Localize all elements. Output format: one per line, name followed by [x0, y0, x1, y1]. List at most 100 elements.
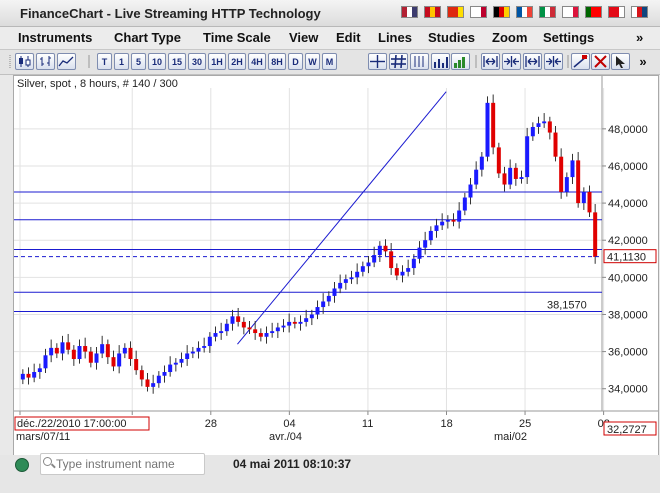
- menu-more-icon[interactable]: »: [636, 30, 644, 45]
- menu-instruments[interactable]: Instruments: [18, 30, 93, 45]
- candlestick-type-button[interactable]: [15, 53, 34, 70]
- volume-button[interactable]: [431, 53, 450, 70]
- candle-body: [338, 282, 343, 289]
- grid-button[interactable]: [389, 53, 408, 70]
- menu-settings[interactable]: Settings: [543, 30, 595, 45]
- menu-view[interactable]: View: [289, 30, 319, 45]
- interval-button-t[interactable]: T: [97, 53, 112, 70]
- candle-body: [343, 279, 348, 283]
- crosshair-button[interactable]: [368, 53, 387, 70]
- cz-flag-icon[interactable]: [631, 6, 648, 18]
- interval-button-30[interactable]: 30: [188, 53, 206, 70]
- candle-body: [440, 221, 445, 226]
- candle-body: [451, 219, 456, 222]
- tr-flag-icon[interactable]: [608, 6, 625, 18]
- interval-button-2h[interactable]: 2H: [228, 53, 246, 70]
- delete-lines-button[interactable]: [591, 53, 610, 70]
- menu-edit[interactable]: Edit: [336, 30, 361, 45]
- interval-button-15[interactable]: 15: [168, 53, 186, 70]
- menu-zoom[interactable]: Zoom: [492, 30, 528, 45]
- pointer-button[interactable]: [611, 53, 630, 70]
- candle-body: [128, 347, 133, 360]
- us-flag-icon[interactable]: [401, 6, 418, 18]
- interval-button-w[interactable]: W: [305, 53, 320, 70]
- candle-body: [43, 355, 48, 369]
- it-flag-icon[interactable]: [539, 6, 556, 18]
- candle-body: [190, 351, 195, 354]
- candle-body: [230, 316, 235, 324]
- es-flag-icon[interactable]: [424, 6, 441, 18]
- zoom-out-y-button[interactable]: [544, 53, 563, 70]
- menu-chart-type[interactable]: Chart Type: [114, 30, 181, 45]
- arrows-expand-icon: [483, 56, 498, 67]
- interval-button-5[interactable]: 5: [131, 53, 146, 70]
- candle-body: [37, 368, 42, 373]
- bar-type-button[interactable]: [36, 53, 55, 70]
- jp-flag-icon[interactable]: [470, 6, 487, 18]
- y-tick-label: 36,0000: [608, 347, 648, 359]
- candle-body: [468, 184, 473, 198]
- chart-area[interactable]: Silver, spot , 8 hours, # 140 / 300 mars/…: [13, 75, 659, 457]
- candle-body: [400, 271, 405, 276]
- title-bar: FinanceChart - Live Streaming HTTP Techn…: [0, 0, 660, 27]
- cn-flag-icon[interactable]: [447, 6, 464, 18]
- candle-body: [207, 336, 212, 347]
- trend-line-drawing[interactable]: [237, 91, 447, 345]
- interval-button-4h[interactable]: 4H: [248, 53, 266, 70]
- candle-body: [428, 230, 433, 241]
- interval-button-8h[interactable]: 8H: [268, 53, 286, 70]
- de-flag-icon[interactable]: [493, 6, 510, 18]
- cursor-date-box: [14, 416, 150, 431]
- candle-body: [366, 262, 371, 267]
- menu-lines[interactable]: Lines: [378, 30, 412, 45]
- candle-body: [94, 353, 99, 363]
- zoom-in-y-button[interactable]: [523, 53, 542, 70]
- interval-button-10[interactable]: 10: [148, 53, 166, 70]
- candle-body: [542, 121, 547, 124]
- candle-body: [411, 258, 416, 269]
- search-input[interactable]: [54, 455, 204, 473]
- pt-flag-icon[interactable]: [585, 6, 602, 18]
- candle-body: [553, 132, 558, 157]
- instrument-search-field[interactable]: [40, 453, 205, 475]
- pointer-icon: [616, 56, 625, 68]
- line-type-button[interactable]: [57, 53, 76, 70]
- candle-body: [530, 126, 535, 137]
- candle-body: [151, 383, 156, 387]
- interval-button-1h[interactable]: 1H: [208, 53, 226, 70]
- interval-button-d[interactable]: D: [288, 53, 303, 70]
- vertical-lines-icon: [414, 56, 424, 67]
- menu-studies[interactable]: Studies: [428, 30, 475, 45]
- menu-time-scale[interactable]: Time Scale: [203, 30, 271, 45]
- candle-body: [122, 347, 127, 354]
- x-month-label: avr./04: [269, 431, 302, 443]
- toolbar-separator: [566, 53, 570, 70]
- x-tick-label: 25: [519, 418, 531, 430]
- draw-line-button[interactable]: [571, 53, 590, 70]
- toolbar-more-icon[interactable]: »: [639, 54, 647, 69]
- candle-body: [287, 321, 292, 326]
- x-tick-label: 28: [205, 418, 217, 430]
- studies-button[interactable]: [451, 53, 470, 70]
- interval-button-m[interactable]: M: [322, 53, 337, 70]
- bar-study-icon: [454, 57, 465, 68]
- zoom-out-x-button[interactable]: [502, 53, 521, 70]
- candle-body: [462, 197, 467, 211]
- zoom-in-x-button[interactable]: [481, 53, 500, 70]
- tool-bar: T 1 5 10 15 30 1H 2H 4H 8H D W M: [0, 50, 660, 75]
- candle-body: [100, 344, 105, 354]
- current-price-label: 41,1130: [607, 252, 646, 264]
- auto-scale-button[interactable]: [410, 53, 429, 70]
- candle-body: [247, 327, 252, 330]
- candlestick-icon: [19, 56, 31, 67]
- fr-flag-icon[interactable]: [516, 6, 533, 18]
- interval-button-1[interactable]: 1: [114, 53, 129, 70]
- candle-body: [587, 191, 592, 213]
- candle-body: [406, 268, 411, 272]
- language-flags: [401, 6, 648, 18]
- pl-flag-icon[interactable]: [562, 6, 579, 18]
- candle-body: [508, 167, 513, 185]
- candle-body: [474, 169, 479, 185]
- price-chart[interactable]: Silver, spot , 8 hours, # 140 / 300 mars/…: [14, 76, 658, 456]
